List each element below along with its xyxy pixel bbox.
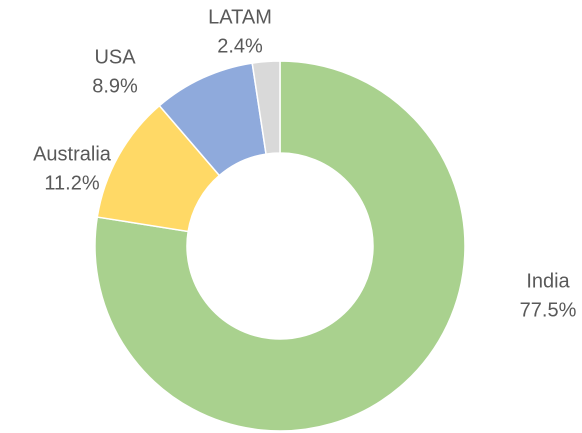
slice bbox=[94, 60, 466, 432]
slice-label: USA bbox=[94, 46, 136, 68]
slice-value-label: 2.4% bbox=[217, 35, 263, 57]
slice-value-label: 8.9% bbox=[92, 75, 138, 97]
slice bbox=[251, 60, 281, 155]
slice-label: India bbox=[526, 270, 570, 292]
slice-label: Australia bbox=[33, 143, 112, 165]
slice-value-label: 77.5% bbox=[520, 299, 577, 321]
slice-label: LATAM bbox=[208, 6, 272, 28]
slice-value-label: 11.2% bbox=[44, 172, 99, 194]
